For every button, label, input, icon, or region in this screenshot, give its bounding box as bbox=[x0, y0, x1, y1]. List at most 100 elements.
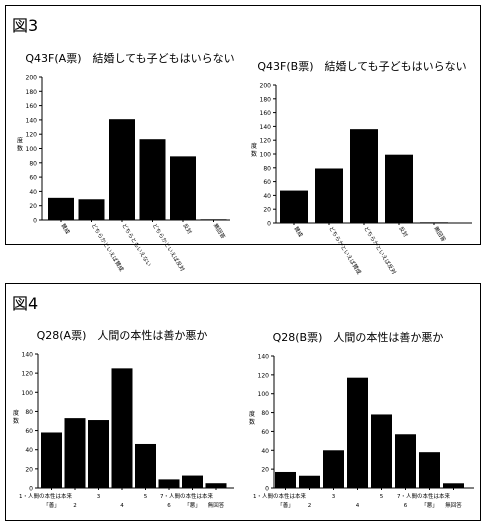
y-tick-label: 60 bbox=[263, 179, 271, 186]
chart-q28-a: Q28(A票) 人間の本性は善か悪か 0 20 40 60 80 100 120 140 度数 1・… bbox=[13, 328, 234, 509]
x-tick-label: どちらかといえば反対 bbox=[362, 225, 398, 276]
chart-title: Q43F(A票) 結婚しても子どもはいらない bbox=[25, 51, 234, 65]
y-axis-label: 度数 bbox=[13, 409, 19, 425]
x-tick-label: どちらかといえば反対 bbox=[151, 222, 187, 273]
y-tick-label: 0 bbox=[265, 486, 269, 493]
x-tick-label: 「悪」 bbox=[421, 502, 438, 509]
x-tick-label: 3 bbox=[332, 494, 336, 500]
bar bbox=[200, 219, 227, 221]
bar bbox=[385, 154, 413, 223]
y-tick-label: 120 bbox=[260, 138, 272, 145]
y-tick-label: 40 bbox=[263, 193, 271, 200]
chart-q28-b: Q28(B票) 人間の本性は善か悪か 0 20 40 60 80 100 120 140 度数 1・… bbox=[249, 330, 474, 509]
x-tick-label: 無回答 bbox=[445, 501, 462, 509]
x-tick-label: 4 bbox=[356, 503, 360, 509]
bar bbox=[41, 432, 62, 488]
y-tick-label: 100 bbox=[258, 391, 270, 398]
x-tick-label: 反対 bbox=[181, 222, 194, 236]
figure-4-label: 図4 bbox=[12, 294, 39, 313]
y-tick-label: 60 bbox=[261, 429, 269, 436]
y-tick-label: 40 bbox=[25, 447, 33, 454]
y-tick-label: 60 bbox=[25, 428, 33, 435]
bar bbox=[395, 434, 416, 488]
y-tick-label: 40 bbox=[29, 189, 37, 196]
y-tick-label: 20 bbox=[263, 207, 271, 214]
x-tick-label: 「善」 bbox=[277, 501, 294, 509]
y-tick-label: 140 bbox=[22, 352, 34, 359]
y-tick-label: 0 bbox=[33, 218, 37, 225]
y-tick-label: 0 bbox=[29, 486, 33, 493]
bar bbox=[78, 199, 105, 220]
x-tick-label: 4 bbox=[120, 503, 124, 509]
bar bbox=[323, 450, 344, 488]
x-tick-label: 5 bbox=[380, 494, 384, 500]
y-axis-label: 度数 bbox=[251, 142, 257, 158]
bar bbox=[420, 222, 448, 224]
x-tick-label: 「悪」 bbox=[184, 502, 201, 509]
chart-title: Q28(A票) 人間の本性は善か悪か bbox=[37, 328, 208, 342]
bar bbox=[170, 156, 196, 220]
y-tick-label: 160 bbox=[260, 110, 272, 117]
bar bbox=[299, 475, 320, 488]
y-tick-label: 20 bbox=[29, 203, 37, 210]
bar bbox=[88, 420, 109, 488]
y-tick-label: 140 bbox=[258, 354, 270, 361]
x-tick-label: 反対 bbox=[397, 225, 410, 239]
chart-q43f-b: Q43F(B票) 結婚しても子どもはいらない 0 20 40 60 80 100 120 140… bbox=[251, 59, 472, 276]
bar bbox=[371, 414, 392, 488]
y-tick-label: 80 bbox=[263, 165, 271, 172]
y-tick-label: 0 bbox=[267, 221, 271, 228]
chart-title: Q28(B票) 人間の本性は善か悪か bbox=[273, 330, 444, 344]
x-tick-label: 1・人間の本性は本来 bbox=[19, 492, 72, 500]
y-tick-label: 40 bbox=[261, 448, 269, 455]
y-tick-label: 180 bbox=[26, 89, 38, 96]
y-tick-label: 120 bbox=[22, 371, 34, 378]
x-tick-label: どちらかといえば賛成 bbox=[327, 225, 363, 276]
y-tick-label: 80 bbox=[261, 410, 269, 417]
y-tick-label: 200 bbox=[260, 83, 272, 90]
x-tick-label: 3 bbox=[97, 494, 101, 500]
x-tick-label: 6 bbox=[404, 503, 408, 509]
bar bbox=[350, 129, 378, 223]
x-tick-label: 1・人間の本性は本来 bbox=[253, 492, 306, 500]
bar bbox=[158, 479, 180, 488]
chart-title: Q43F(B票) 結婚しても子どもはいらない bbox=[257, 59, 466, 73]
bar bbox=[275, 471, 296, 488]
x-tick-label: 賛成 bbox=[59, 222, 72, 236]
y-tick-label: 20 bbox=[261, 467, 269, 474]
bar bbox=[109, 119, 135, 220]
y-tick-label: 100 bbox=[26, 146, 38, 153]
x-tick-label: 無回答 bbox=[212, 222, 228, 241]
bar bbox=[419, 452, 440, 488]
chart-q43f-a: Q43F(A票) 結婚しても子どもはいらない 0 20 40 60 80 100 120 140… bbox=[17, 51, 235, 273]
bar bbox=[347, 377, 368, 488]
y-tick-label: 120 bbox=[258, 372, 270, 379]
x-tick-label: 2 bbox=[73, 503, 77, 509]
x-tick-label: どちらかといえば賛成 bbox=[90, 222, 126, 273]
y-tick-label: 180 bbox=[260, 96, 272, 103]
x-tick-label: 無回答 bbox=[208, 501, 225, 509]
bar bbox=[443, 483, 464, 488]
bar bbox=[205, 483, 227, 488]
x-tick-label: 5 bbox=[144, 494, 148, 500]
x-tick-label: 7・人間の本性は本来 bbox=[397, 492, 450, 500]
y-tick-label: 100 bbox=[22, 390, 34, 397]
bar bbox=[182, 475, 203, 488]
x-tick-label: どちらともいえない bbox=[120, 222, 153, 269]
bar bbox=[111, 368, 133, 488]
x-tick-label: 6 bbox=[167, 503, 171, 509]
figure-3-label: 図3 bbox=[12, 16, 39, 35]
y-axis-label: 度数 bbox=[249, 410, 255, 426]
y-tick-label: 120 bbox=[26, 132, 38, 139]
y-tick-label: 100 bbox=[260, 152, 272, 159]
y-tick-label: 160 bbox=[26, 103, 38, 110]
x-tick-label: 無回答 bbox=[432, 225, 448, 244]
bar bbox=[315, 168, 343, 223]
x-tick-label: 7・人間の本性は本来 bbox=[160, 492, 213, 500]
bar bbox=[139, 139, 166, 220]
bar bbox=[280, 190, 308, 223]
y-axis-label: 度数 bbox=[17, 137, 23, 153]
y-tick-label: 60 bbox=[29, 175, 37, 182]
y-tick-label: 200 bbox=[26, 75, 38, 82]
x-tick-label: 「善」 bbox=[43, 501, 60, 509]
